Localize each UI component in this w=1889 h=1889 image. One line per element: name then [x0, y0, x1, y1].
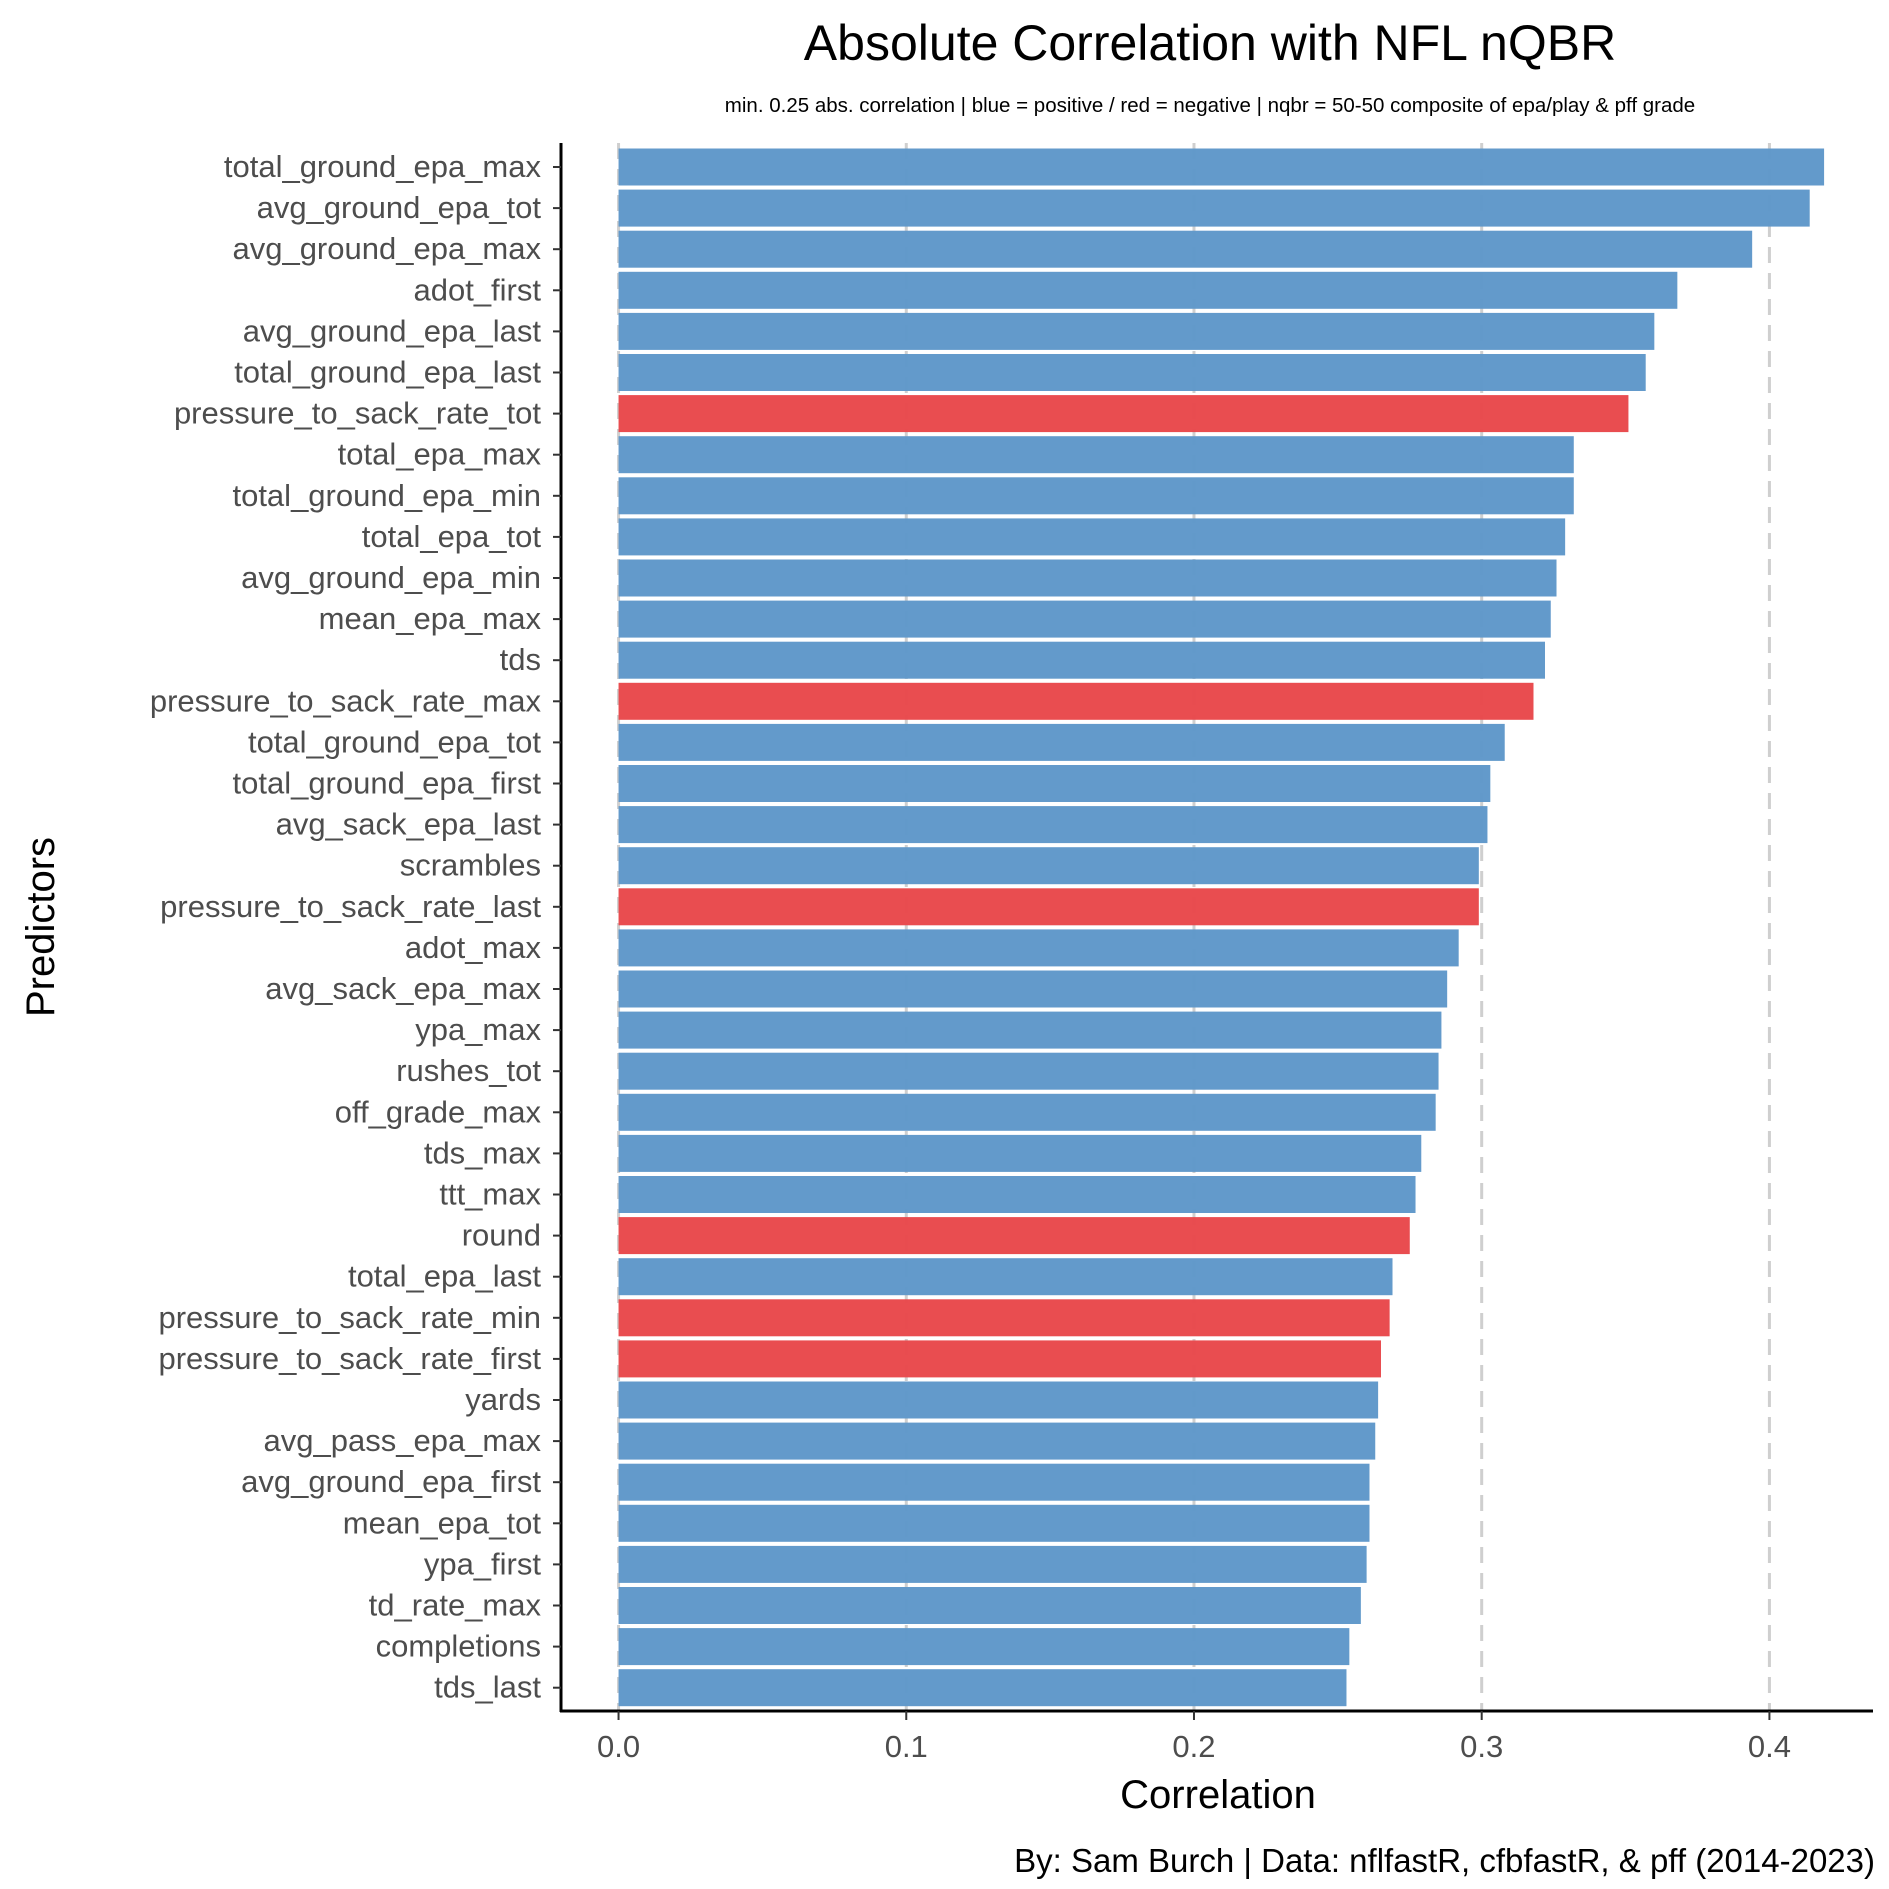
y-tick-label: off_grade_max	[335, 1094, 542, 1129]
y-tick-label: pressure_to_sack_rate_tot	[174, 396, 541, 431]
bar	[618, 1093, 1436, 1131]
bar	[618, 970, 1448, 1008]
y-tick-label: ypa_first	[424, 1546, 542, 1581]
y-tick-label: rushes_tot	[396, 1053, 541, 1088]
bars	[618, 148, 1825, 1707]
y-tick-label: total_ground_epa_first	[232, 766, 541, 801]
y-tick-label: pressure_to_sack_rate_last	[160, 889, 541, 924]
y-tick-labels: total_ground_epa_max avg_ground_epa_totav…	[150, 149, 561, 1705]
bar	[618, 1381, 1379, 1419]
bar	[618, 1217, 1410, 1255]
y-tick-label: total_ground_epa_max	[224, 149, 542, 184]
bar	[618, 518, 1566, 556]
y-tick-label: total_epa_max	[338, 437, 542, 472]
chart-title: Absolute Correlation with NFL nQBR	[803, 15, 1617, 71]
y-tick-label: total_ground_epa_tot	[248, 724, 541, 759]
bar	[618, 1422, 1376, 1460]
y-tick-label: ttt_max	[439, 1177, 541, 1212]
y-tick-label: mean_epa_max	[319, 601, 542, 636]
x-tick-labels: 0.0 0.1 0.2 0.3 0.4	[597, 1711, 1791, 1764]
y-tick-label: pressure_to_sack_rate_first	[158, 1341, 541, 1376]
bar	[618, 641, 1545, 679]
y-tick-label: tds_max	[424, 1135, 542, 1170]
bar	[618, 1299, 1390, 1337]
bar	[618, 806, 1488, 844]
y-tick-label: avg_sack_epa_last	[276, 807, 542, 842]
bar	[618, 1258, 1393, 1296]
y-tick-label: tds	[500, 642, 541, 677]
bar	[618, 1628, 1350, 1666]
y-tick-label: avg_ground_epa_max	[232, 231, 541, 266]
y-tick-label: avg_sack_epa_max	[265, 971, 541, 1006]
bar	[618, 1587, 1361, 1624]
bar	[618, 189, 1810, 227]
y-tick-label: yards	[465, 1382, 541, 1417]
x-tick-label: 0.2	[1172, 1729, 1215, 1764]
y-axis-title: Predictors	[19, 837, 63, 1017]
y-tick-label: avg_ground_epa_tot	[257, 190, 542, 225]
x-axis-title: Correlation	[1120, 1773, 1316, 1817]
bar	[618, 1134, 1422, 1172]
y-tick-label: total_ground_epa_min	[232, 478, 541, 513]
bar	[618, 1011, 1442, 1049]
bar	[618, 436, 1574, 474]
bar	[618, 1669, 1347, 1707]
y-tick-label: total_epa_last	[348, 1259, 541, 1294]
y-tick-label: total_epa_tot	[362, 519, 542, 554]
bar	[618, 682, 1534, 720]
y-tick-label: pressure_to_sack_rate_max	[150, 683, 542, 718]
y-tick-label: scrambles	[400, 848, 541, 883]
y-tick-label: completions	[376, 1629, 541, 1664]
y-tick-label: avg_pass_epa_max	[264, 1423, 542, 1458]
bar	[618, 1504, 1370, 1542]
x-tick-label: 0.0	[597, 1729, 640, 1764]
y-tick-label: avg_ground_epa_min	[241, 560, 541, 595]
bar	[618, 1176, 1416, 1213]
x-tick-label: 0.1	[885, 1729, 928, 1764]
x-tick-label: 0.4	[1748, 1729, 1791, 1764]
y-tick-label: ypa_max	[415, 1012, 541, 1047]
y-tick-label: avg_ground_epa_last	[243, 313, 542, 348]
y-tick-label: total_ground_epa_last	[234, 355, 541, 390]
bar	[618, 929, 1459, 967]
bar	[618, 888, 1479, 926]
y-tick-label: adot_first	[413, 272, 541, 307]
y-tick-label: avg_ground_epa_first	[241, 1464, 541, 1499]
chart-caption: By: Sam Burch | Data: nflfastR, cfbfastR…	[1014, 1842, 1875, 1879]
bar	[618, 847, 1479, 885]
bar	[618, 1545, 1367, 1583]
bar	[618, 765, 1491, 802]
x-tick-label: 0.3	[1460, 1729, 1503, 1764]
bar	[618, 1463, 1370, 1501]
bar	[618, 395, 1629, 433]
bar	[618, 477, 1574, 515]
bar	[618, 230, 1753, 268]
axes	[559, 143, 1873, 1713]
bar	[618, 559, 1557, 597]
bar	[618, 354, 1646, 391]
bar	[618, 723, 1505, 761]
bar	[618, 271, 1678, 309]
bar	[618, 1340, 1381, 1378]
y-tick-label: tds_last	[434, 1670, 541, 1705]
bar	[618, 148, 1825, 186]
y-tick-label: pressure_to_sack_rate_min	[158, 1300, 541, 1335]
y-tick-label: adot_max	[405, 930, 542, 965]
chart-subtitle: min. 0.25 abs. correlation | blue = posi…	[724, 94, 1696, 117]
y-tick-label: td_rate_max	[369, 1588, 542, 1623]
y-tick-label: round	[462, 1218, 541, 1253]
bar	[618, 600, 1551, 638]
bar	[618, 312, 1655, 350]
bar	[618, 1052, 1439, 1090]
y-tick-label: mean_epa_tot	[343, 1505, 542, 1540]
